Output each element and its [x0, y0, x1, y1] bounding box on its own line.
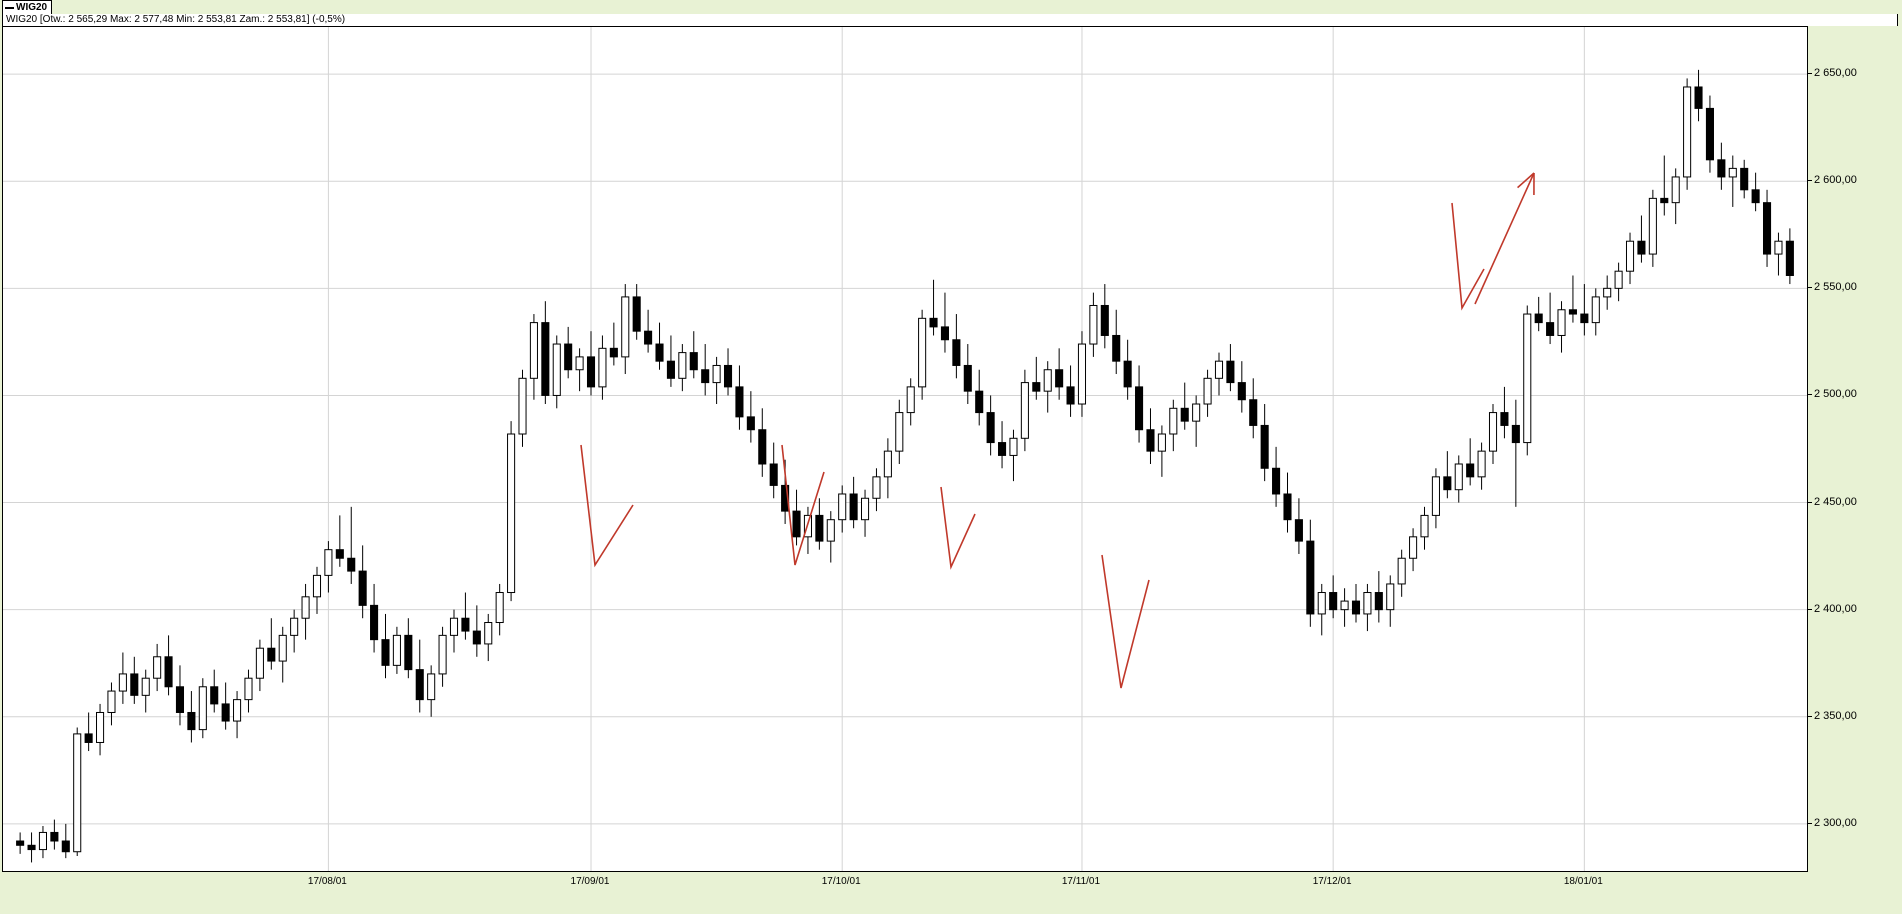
price-tick-label: 2 450,00: [1814, 495, 1857, 508]
price-tick-label: 2 550,00: [1814, 281, 1857, 294]
v-annotation-5: [1451, 202, 1485, 311]
price-tick-label: 2 650,00: [1814, 67, 1857, 80]
price-tick: [1808, 180, 1812, 182]
v-annotation-2: [781, 444, 825, 566]
date-tick-label: 17/10/01: [821, 876, 861, 887]
chart-frame: 2 650,00 2 600,00 2 550,00 2 500,00 2 450,00…: [2, 26, 1898, 898]
price-tick: [1808, 715, 1812, 717]
tab-wig20[interactable]: WIG20: [2, 0, 53, 15]
v-annotation-1: [580, 444, 634, 568]
price-axis[interactable]: 2 650,00 2 600,00 2 550,00 2 500,00 2 450,00…: [1808, 26, 1898, 872]
price-tick: [1808, 287, 1812, 289]
price-tick: [1808, 822, 1812, 824]
date-tick-label: 17/11/01: [1061, 876, 1101, 887]
price-tick: [1808, 608, 1812, 610]
price-tick-label: 2 400,00: [1814, 602, 1857, 615]
v-annotation-4: [1101, 554, 1150, 689]
date-tick-label: 17/08/01: [307, 876, 347, 887]
candlestick-series: [16, 69, 1794, 863]
gridlines: [3, 27, 1807, 871]
date-tick-label: 17/12/01: [1312, 876, 1352, 887]
price-tick: [1808, 73, 1812, 75]
price-tick-label: 2 350,00: [1814, 709, 1857, 722]
line-dash-icon: [5, 6, 14, 9]
price-tick-label: 2 500,00: [1814, 388, 1857, 401]
date-tick-label: 18/01/01: [1563, 876, 1603, 887]
annotation-layer: [580, 172, 1535, 689]
price-tick: [1808, 501, 1812, 503]
date-tick-label: 17/09/01: [570, 876, 610, 887]
price-tick-label: 2 600,00: [1814, 174, 1857, 187]
date-axis[interactable]: 17/08/01 17/09/01 17/10/01 17/11/01 17/12/01…: [2, 872, 1898, 898]
price-plot-area[interactable]: [2, 26, 1808, 872]
price-tick-label: 2 300,00: [1814, 816, 1857, 829]
v-annotation-3: [940, 486, 976, 570]
price-tick: [1808, 394, 1812, 396]
tab-label: WIG20: [16, 1, 48, 13]
tab-strip: WIG20: [0, 0, 1902, 15]
quote-readout: WIG20 [Otw.: 2 565,29 Max: 2 577,48 Min:…: [2, 14, 1898, 26]
uptrend-arrow: [1474, 172, 1535, 305]
candlestick-canvas: [3, 27, 1807, 871]
